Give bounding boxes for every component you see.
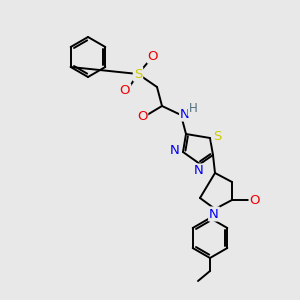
Text: S: S	[134, 68, 142, 80]
Text: S: S	[213, 130, 221, 142]
Text: O: O	[137, 110, 147, 122]
Text: O: O	[148, 50, 158, 62]
Text: O: O	[250, 194, 260, 206]
Text: N: N	[170, 145, 180, 158]
Text: H: H	[189, 103, 197, 116]
Text: N: N	[194, 164, 204, 178]
Text: N: N	[180, 107, 190, 121]
Text: N: N	[209, 208, 219, 220]
Text: O: O	[120, 85, 130, 98]
